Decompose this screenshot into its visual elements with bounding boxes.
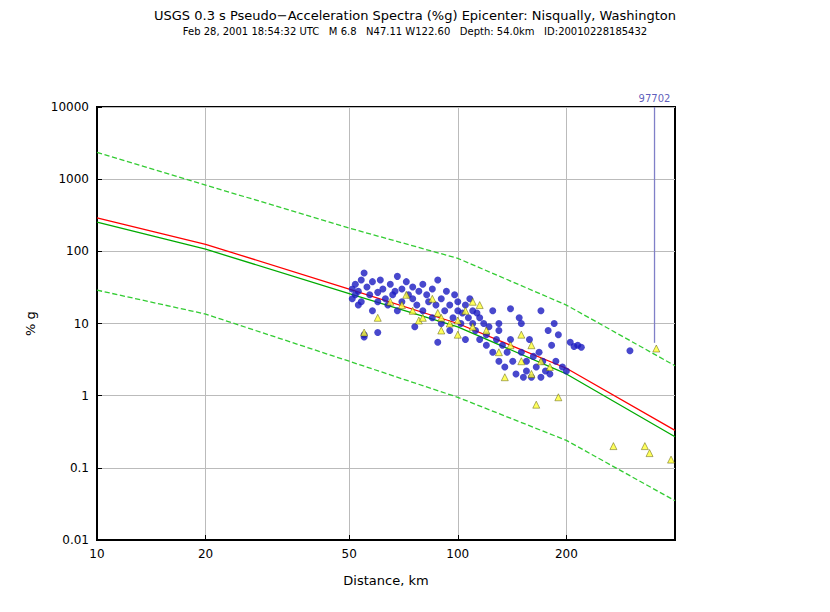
svg-text:1: 1 bbox=[81, 389, 89, 403]
svg-text:% g: % g bbox=[23, 311, 38, 336]
svg-text:1000: 1000 bbox=[58, 172, 89, 186]
svg-text:97702: 97702 bbox=[639, 93, 671, 104]
svg-text:200: 200 bbox=[555, 547, 578, 561]
svg-text:0.01: 0.01 bbox=[62, 533, 89, 547]
svg-text:10000: 10000 bbox=[51, 100, 89, 114]
svg-text:0.1: 0.1 bbox=[70, 461, 89, 475]
svg-text:20: 20 bbox=[198, 547, 213, 561]
svg-text:100: 100 bbox=[66, 244, 89, 258]
svg-text:50: 50 bbox=[342, 547, 357, 561]
svg-text:USGS 0.3 s Pseudo−Acceleration: USGS 0.3 s Pseudo−Acceleration Spectra (… bbox=[154, 8, 676, 23]
svg-text:Distance, km: Distance, km bbox=[343, 573, 428, 588]
svg-text:Feb 28, 2001 18:54:32 UTC M: Feb 28, 2001 18:54:32 UTC M 6.8 N47.11 W… bbox=[183, 26, 647, 37]
svg-text:10: 10 bbox=[89, 547, 104, 561]
svg-text:10: 10 bbox=[74, 317, 89, 331]
svg-text:100: 100 bbox=[446, 547, 469, 561]
